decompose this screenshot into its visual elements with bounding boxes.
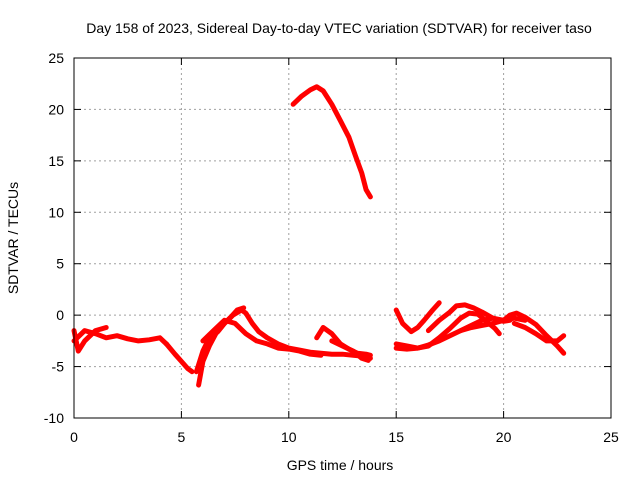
y-tick-label: 20 — [48, 101, 64, 117]
y-tick-labels: -10 -5 0 5 10 15 20 25 — [44, 50, 64, 426]
x-tick-label: 0 — [70, 429, 78, 445]
axis-ticks — [73, 57, 612, 419]
x-axis-label: GPS time / hours — [287, 457, 394, 473]
y-tick-label: 25 — [48, 50, 64, 66]
x-tick-label: 10 — [281, 429, 297, 445]
series-arc-5 — [193, 305, 247, 375]
y-tick-label: 10 — [48, 204, 64, 220]
series-arc-2 — [71, 325, 109, 354]
y-axis-label: SDTVAR / TECUs — [5, 182, 21, 294]
series-arc-7 — [290, 84, 373, 200]
chart-title: Day 158 of 2023, Sidereal Day-to-day VTE… — [86, 20, 592, 36]
x-tick-label: 5 — [178, 429, 186, 445]
series-arc-14 — [458, 310, 567, 356]
series-arc-6 — [200, 317, 324, 358]
y-tick-label: 5 — [56, 256, 64, 272]
x-tick-label: 20 — [496, 429, 512, 445]
plot-frame — [73, 57, 612, 419]
series-arc-3 — [163, 341, 195, 375]
grid-lines — [74, 58, 611, 418]
x-tick-labels: 0 5 10 15 20 25 — [70, 429, 619, 445]
x-tick-label: 25 — [603, 429, 619, 445]
y-tick-label: -10 — [44, 410, 64, 426]
y-tick-label: 0 — [56, 307, 64, 323]
x-tick-label: 15 — [388, 429, 404, 445]
series-arc-12 — [393, 310, 502, 351]
series-arc-15 — [511, 320, 567, 344]
data-traces — [71, 84, 567, 388]
series-arc-9 — [329, 338, 371, 363]
y-tick-label: -5 — [52, 359, 65, 375]
series-arc-1 — [71, 328, 169, 347]
series-arc-10 — [393, 300, 442, 335]
y-tick-label: 15 — [48, 153, 64, 169]
